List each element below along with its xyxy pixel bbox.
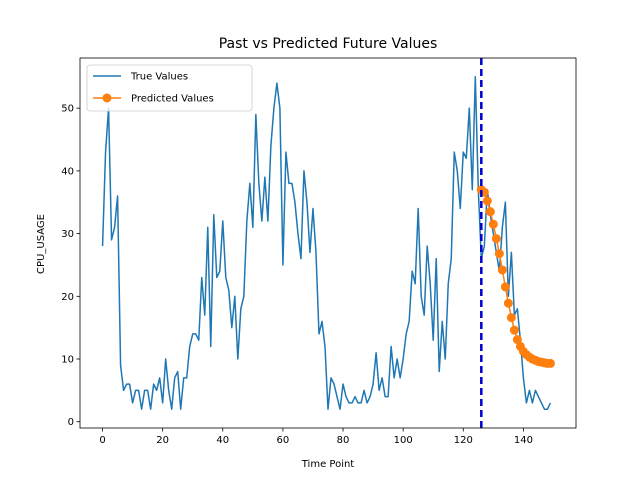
x-tick-label: 80 xyxy=(337,435,350,446)
plot-frame xyxy=(79,57,577,429)
series-1-point xyxy=(503,298,513,308)
x-tick-label: 60 xyxy=(277,435,290,446)
legend: True Values Predicted Values xyxy=(86,64,253,112)
series-1-point xyxy=(491,234,501,244)
series-1-point xyxy=(485,207,495,217)
legend-box xyxy=(86,64,253,112)
legend-label-0: True Values xyxy=(130,72,188,83)
series-1-point xyxy=(488,219,498,229)
x-axis-title: Time Point xyxy=(301,459,355,470)
legend-label-1: Predicted Values xyxy=(131,94,214,105)
x-tick-label: 0 xyxy=(99,435,105,446)
x-tick-label: 100 xyxy=(394,435,413,446)
y-tick-label: 50 xyxy=(61,104,74,115)
series-1-point xyxy=(482,196,492,206)
series-1-point xyxy=(497,265,507,275)
y-axis-title: CPU_USAGE xyxy=(36,214,47,274)
y-tick-label: 20 xyxy=(61,292,74,303)
y-tick-label: 40 xyxy=(61,166,74,177)
x-tick-label: 140 xyxy=(514,435,533,446)
series-1-point xyxy=(506,313,516,323)
x-tick-label: 20 xyxy=(156,435,169,446)
series-1-point xyxy=(500,282,510,292)
x-tick-label: 40 xyxy=(216,435,229,446)
plot-area xyxy=(79,57,577,429)
x-axis: 0 20 40 60 80 100 120 140 xyxy=(99,428,533,446)
x-tick-label: 120 xyxy=(454,435,473,446)
y-tick-label: 30 xyxy=(61,229,74,240)
y-axis: 0 10 20 30 40 50 xyxy=(61,104,80,428)
series-1-point xyxy=(545,358,555,368)
series-line-0 xyxy=(101,76,552,410)
series-1-point xyxy=(509,325,519,335)
series-1-point xyxy=(512,335,522,345)
y-tick-label: 0 xyxy=(68,417,74,428)
y-tick-label: 10 xyxy=(61,355,74,366)
legend-marker-1 xyxy=(102,93,112,103)
series-1-point xyxy=(494,249,504,259)
chart-title: Past vs Predicted Future Values xyxy=(219,36,438,52)
